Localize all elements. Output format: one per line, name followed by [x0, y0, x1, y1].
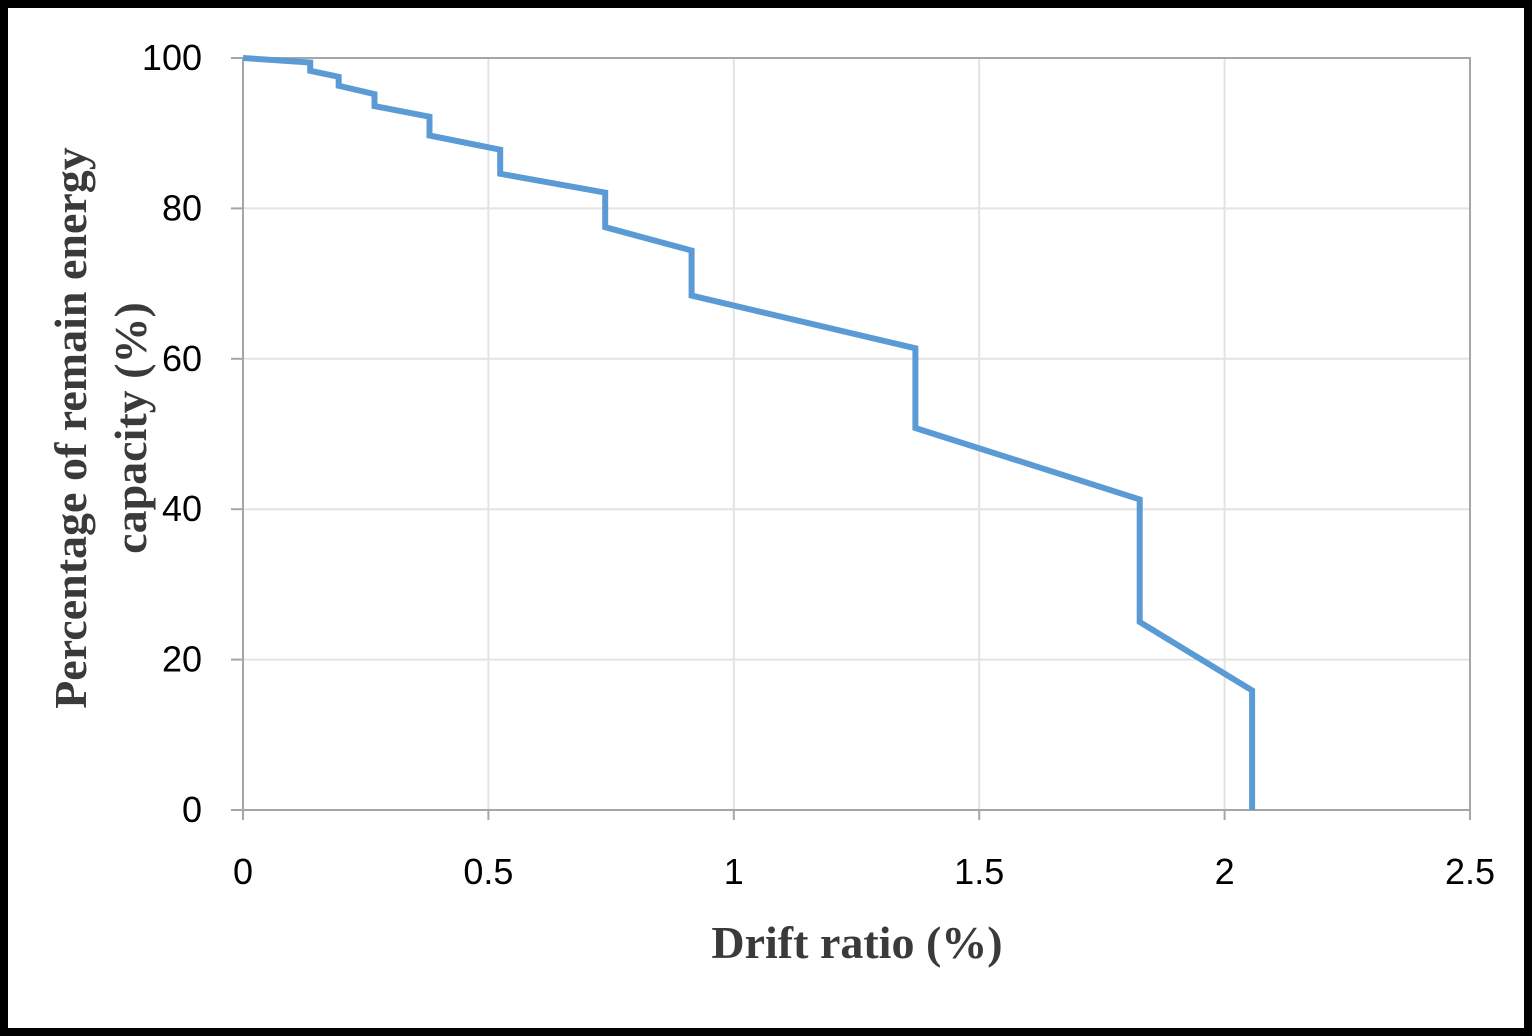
y-tick-label: 40 — [162, 488, 202, 529]
y-tick-label: 0 — [182, 789, 202, 830]
x-tick-label: 2 — [1215, 851, 1235, 892]
x-tick-labels: 0 0.5 1 1.5 2 2.5 — [233, 851, 1495, 892]
x-tick-label: 1 — [724, 851, 744, 892]
axes — [231, 57, 1471, 820]
series-line — [242, 55, 1256, 810]
x-tick-label: 0.5 — [463, 851, 513, 892]
plot-border — [242, 57, 1471, 811]
x-axis-title: Drift ratio (%) — [711, 917, 1002, 968]
series-layer — [242, 55, 1256, 810]
x-tick-label: 1.5 — [954, 851, 1004, 892]
y-axis-title-line-2: capacity (%) — [105, 302, 156, 554]
x-tick-label: 2.5 — [1445, 851, 1495, 892]
y-tick-label: 60 — [162, 338, 202, 379]
y-tick-labels: 0 20 40 60 80 100 — [142, 37, 202, 830]
y-axis-title: Percentage of remain energy capacity (%) — [45, 147, 156, 709]
y-axis-title-line-1: Percentage of remain energy — [45, 147, 96, 709]
x-tick-label: 0 — [233, 851, 253, 892]
y-tick-label: 80 — [162, 187, 202, 228]
y-tick-label: 20 — [162, 639, 202, 680]
y-tick-label: 100 — [142, 37, 202, 78]
grid — [242, 57, 1471, 811]
